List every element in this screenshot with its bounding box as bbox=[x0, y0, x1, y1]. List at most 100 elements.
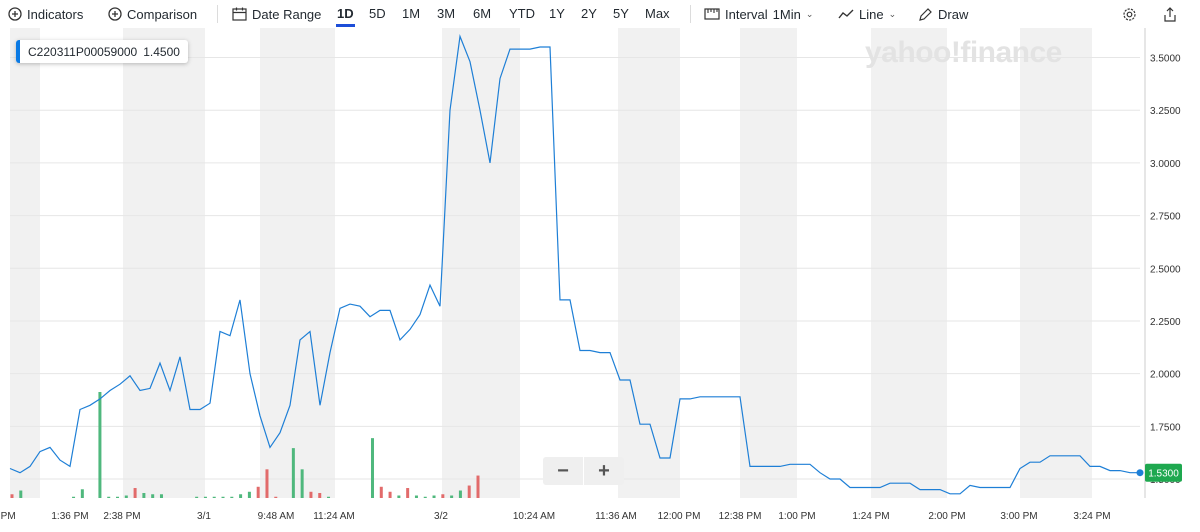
range-5y[interactable]: 5Y bbox=[613, 6, 629, 21]
calendar-icon bbox=[232, 7, 247, 21]
volume-bar bbox=[265, 469, 269, 498]
x-tick-label: 1:36 PM bbox=[51, 511, 88, 522]
comparison-button[interactable]: Comparison bbox=[108, 7, 197, 22]
draw-label: Draw bbox=[938, 6, 969, 22]
zoom-out-button[interactable]: − bbox=[557, 459, 569, 482]
x-tick-label: 3:00 PM bbox=[1000, 511, 1037, 522]
volume-bar bbox=[247, 491, 251, 498]
range-max[interactable]: Max bbox=[645, 6, 670, 21]
price-chart[interactable]: 3.5000 3.2500 3.0000 2.7500 2.5000 2.2500 2.00… bbox=[0, 28, 1200, 532]
chart-type-dropdown[interactable]: Line ⌄ bbox=[838, 7, 896, 22]
session-band bbox=[740, 28, 797, 498]
price-line bbox=[9, 34, 1140, 495]
x-tick-label: 11:36 AM bbox=[595, 511, 637, 522]
volume-bar bbox=[467, 485, 471, 498]
date-range-label: Date Range bbox=[252, 6, 322, 22]
gear-icon bbox=[1122, 7, 1137, 22]
pencil-icon bbox=[918, 7, 933, 22]
volume-bar bbox=[239, 494, 243, 498]
share-button[interactable] bbox=[1163, 6, 1177, 22]
legend-symbol: C220311P00059000 bbox=[28, 44, 138, 59]
volume-bar bbox=[309, 491, 313, 498]
range-1m[interactable]: 1M bbox=[402, 6, 421, 21]
range-6m[interactable]: 6M bbox=[473, 6, 492, 21]
x-tick-label: 3:24 PM bbox=[1073, 511, 1110, 522]
plus-circle-icon bbox=[108, 7, 122, 21]
interval-value: 1Min bbox=[772, 6, 801, 22]
divider bbox=[690, 5, 691, 23]
x-tick-label: 3/1 bbox=[197, 511, 211, 522]
range-1d[interactable]: 1D bbox=[336, 6, 355, 27]
session-band bbox=[1020, 28, 1092, 498]
session-band bbox=[442, 28, 520, 498]
x-tick-label: 3/2 bbox=[434, 511, 448, 522]
chart-toolbar: Indicators Comparison Date Range 1D 5D 1M 3… bbox=[0, 0, 1200, 28]
series-color-swatch bbox=[16, 40, 20, 63]
x-tick-label: 1:24 PM bbox=[852, 511, 889, 522]
volume-bar bbox=[388, 491, 392, 498]
volume-bar bbox=[124, 495, 128, 498]
volume-bar bbox=[327, 496, 331, 498]
last-price-badge bbox=[1145, 463, 1182, 482]
last-price-dot bbox=[1136, 469, 1144, 477]
volume-bar bbox=[432, 495, 436, 498]
volume-bar bbox=[221, 496, 225, 498]
zoom-in-button[interactable]: + bbox=[598, 459, 610, 482]
volume-bar bbox=[212, 496, 216, 498]
range-5d[interactable]: 5D bbox=[369, 6, 386, 21]
volume-bar bbox=[274, 496, 278, 498]
range-3m[interactable]: 3M bbox=[437, 6, 456, 21]
volume-bar bbox=[133, 488, 137, 498]
divider bbox=[217, 5, 218, 23]
legend-value: 1.4500 bbox=[143, 44, 180, 59]
share-icon bbox=[1163, 6, 1177, 22]
interval-label: Interval bbox=[725, 6, 768, 22]
volume-bar bbox=[300, 469, 304, 498]
chevron-down-icon: ⌄ bbox=[888, 8, 897, 19]
volume-bar bbox=[256, 486, 260, 498]
date-range-button[interactable]: Date Range bbox=[232, 7, 321, 22]
volume-bar bbox=[230, 496, 234, 498]
volume-bar bbox=[370, 438, 374, 498]
y-tick-label: 3.0000 bbox=[1150, 159, 1181, 170]
volume-bar bbox=[72, 496, 76, 498]
range-1y[interactable]: 1Y bbox=[549, 6, 565, 21]
chevron-down-icon: ⌄ bbox=[805, 8, 814, 19]
x-tick-label: 11:24 AM bbox=[313, 511, 355, 522]
volume-bar bbox=[458, 490, 462, 498]
session-band bbox=[10, 28, 40, 498]
volume-bar bbox=[397, 495, 401, 498]
volume-bar bbox=[476, 475, 480, 498]
x-tick-label: 12:38 PM bbox=[719, 511, 762, 522]
volume-bar bbox=[318, 493, 322, 498]
indicators-label: Indicators bbox=[27, 6, 84, 22]
range-2y[interactable]: 2Y bbox=[581, 6, 597, 21]
volume-bar bbox=[19, 490, 23, 498]
volume-bar bbox=[142, 493, 146, 498]
indicators-button[interactable]: Indicators bbox=[8, 7, 83, 22]
session-band bbox=[123, 28, 205, 498]
chart-type-label: Line bbox=[859, 6, 884, 22]
volume-bar bbox=[441, 494, 445, 498]
volume-bar bbox=[116, 496, 120, 498]
series-legend[interactable]: C220311P00059000 1.4500 bbox=[16, 40, 188, 63]
volume-bar bbox=[291, 448, 295, 498]
range-ytd[interactable]: YTD bbox=[509, 6, 535, 21]
y-tick-label: 2.5000 bbox=[1150, 264, 1181, 275]
y-tick-label: 2.0000 bbox=[1150, 370, 1181, 381]
volume-bar bbox=[195, 496, 199, 498]
volume-bar bbox=[98, 392, 102, 498]
draw-button[interactable]: Draw bbox=[918, 7, 968, 22]
line-chart-icon bbox=[838, 8, 854, 20]
comparison-label: Comparison bbox=[127, 6, 198, 22]
session-band bbox=[618, 28, 680, 498]
volume-bar bbox=[450, 495, 454, 498]
volume-bar bbox=[159, 494, 163, 498]
y-tick-label: 1.7500 bbox=[1150, 422, 1181, 433]
interval-dropdown[interactable]: Interval 1Min ⌄ bbox=[704, 7, 813, 22]
x-tick-label: 9:48 AM bbox=[258, 511, 295, 522]
volume-bar bbox=[423, 496, 427, 498]
x-tick-label: 2:00 PM bbox=[928, 511, 965, 522]
settings-button[interactable] bbox=[1122, 7, 1137, 22]
session-band bbox=[260, 28, 335, 498]
